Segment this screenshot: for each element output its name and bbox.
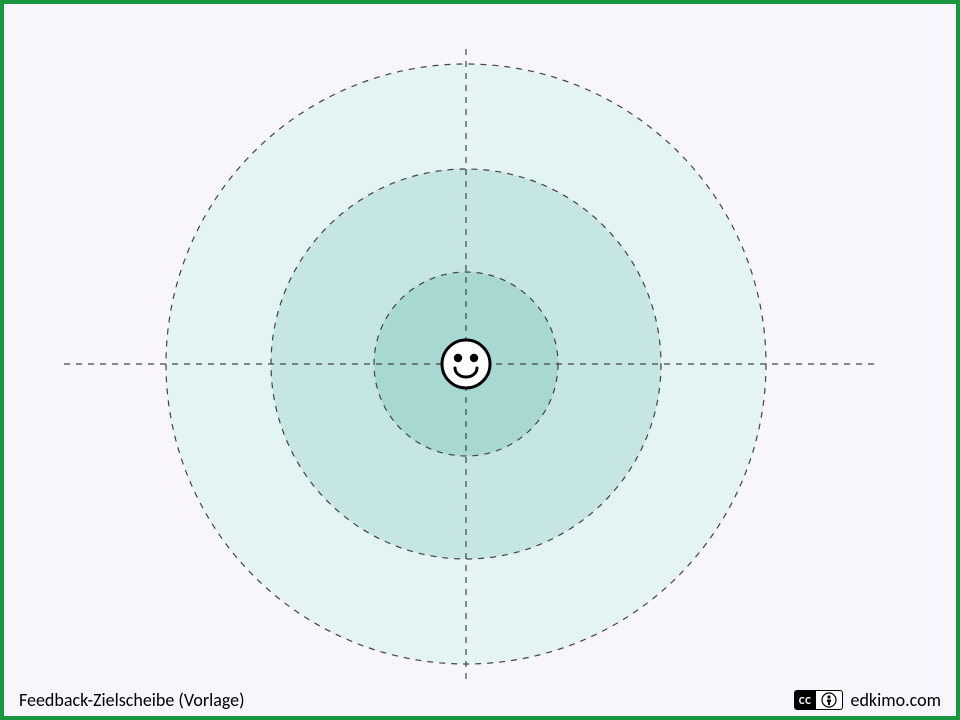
- footer: Feedback-Zielscheibe (Vorlage) CC edkimo…: [4, 689, 956, 711]
- cc-by-badge: CC: [794, 690, 843, 710]
- diagram-frame: Feedback-Zielscheibe (Vorlage) CC edkimo…: [0, 0, 960, 720]
- footer-left-text: Feedback-Zielscheibe (Vorlage): [19, 689, 245, 711]
- footer-right: CC edkimo.com: [794, 689, 941, 711]
- smiley-icon: [442, 340, 490, 388]
- target-svg: [4, 4, 956, 716]
- cc-label: CC: [795, 691, 816, 709]
- cc-by-icon: [816, 691, 842, 709]
- footer-right-text: edkimo.com: [851, 689, 941, 711]
